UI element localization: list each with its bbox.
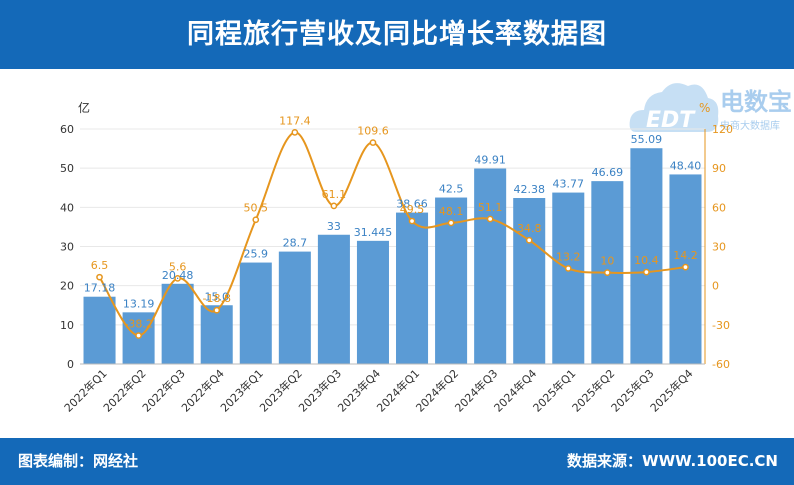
line-value-label: 51.1 [478,201,503,214]
bar [356,240,389,364]
growth-point [213,306,221,314]
bar-value-label: 49.91 [474,154,506,167]
growth-point [252,216,260,224]
y-tick-label: 30 [60,241,74,254]
y2-tick-label: 0 [712,280,719,293]
bar [317,234,350,364]
y-tick-label: 10 [60,319,74,332]
bar [552,192,585,364]
y2-tick-label: 90 [712,162,726,175]
bar-value-label: 20.48 [162,269,194,282]
line-value-label: 6.5 [91,259,109,272]
cloud-logo-icon [629,83,719,132]
bar [513,198,546,364]
line-value-label: -38.2 [124,318,152,331]
line-value-label: 49.5 [400,203,425,216]
growth-point [486,215,494,223]
bar [278,251,311,364]
bar-value-label: 28.7 [283,237,308,250]
line-value-label: 50.5 [244,202,269,215]
bar [161,283,194,364]
line-value-label: 14.2 [673,249,698,262]
y-tick-label: 50 [60,162,74,175]
bar-value-label: 33 [327,220,341,233]
footer-source: 数据来源：WWW.100EC.CN [567,452,778,470]
bar-value-label: 46.69 [592,166,624,179]
bar-value-label: 42.5 [439,183,464,196]
line-value-label: 61.1 [322,188,347,201]
line-value-label: 109.6 [357,125,389,138]
bar-value-label: 55.09 [631,133,663,146]
chart-title: 同程旅行营收及同比增长率数据图 [187,19,607,50]
y2-tick-label: 60 [712,201,726,214]
y2-axis-unit: % [699,101,710,115]
y-tick-label: 0 [67,358,74,371]
bar-value-label: 17.18 [84,282,116,295]
growth-point [291,129,299,136]
growth-point [682,263,689,271]
growth-point [408,217,416,225]
line-value-label: 48.1 [439,205,464,218]
line-value-label: 13.2 [556,250,581,263]
bar [474,168,507,364]
y2-tick-label: -60 [712,358,730,371]
logo-subtext: 电商大数据库 [720,119,780,132]
bar-value-label: 25.9 [244,248,269,261]
line-value-label: 34.8 [517,222,542,235]
y2-tick-label: 120 [712,123,733,136]
bar-value-label: 15.0 [204,290,229,303]
growth-point [564,265,572,272]
y-tick-label: 40 [60,201,74,214]
y-axis-unit: 亿 [78,100,90,115]
bar-value-label: 31.445 [354,226,393,239]
line-value-label: 10 [600,255,614,268]
bar-value-label: 43.77 [553,178,585,191]
y-tick-label: 20 [60,280,74,293]
line-value-label: 10.4 [634,254,659,267]
logo-text: 电数宝 [720,88,792,116]
bar [239,262,272,364]
growth-point [174,275,182,282]
growth-point [643,268,650,276]
line-value-label: -18.8 [202,292,230,305]
bar-value-label: 42.38 [513,183,545,196]
line-value-label: 117.4 [279,114,311,127]
header-bar: 同程旅行营收及同比增长率数据图 [0,0,794,69]
y2-tick-label: 30 [712,241,726,254]
bar [630,148,663,364]
growth-point [96,273,103,281]
growth-point [330,202,338,210]
y-tick-label: 60 [60,123,74,136]
growth-point [369,139,377,146]
bar [396,212,429,364]
combo-chart: 0 10 20 30 40 50 60 -60 -30 0 30 60 90 120 亿 % 17.18 13.1… [60,100,733,415]
x-tick-label: 2025年Q4 [647,366,696,415]
footer-bar: 图表编制：网经社 数据来源：WWW.100EC.CN [0,438,794,485]
y2-tick-label: -30 [712,319,730,332]
footer-editor: 图表编制：网经社 [18,452,139,470]
growth-point [525,236,533,244]
growth-point [447,219,455,227]
bar-value-label: 48.40 [670,159,702,172]
bar [83,296,116,364]
bar-value-label: 13.19 [123,297,155,310]
line-value-label: 5.6 [169,260,187,273]
bar [200,305,233,364]
growth-point [135,332,142,339]
bar-value-label: 38.66 [396,198,428,211]
growth-point [603,269,611,276]
